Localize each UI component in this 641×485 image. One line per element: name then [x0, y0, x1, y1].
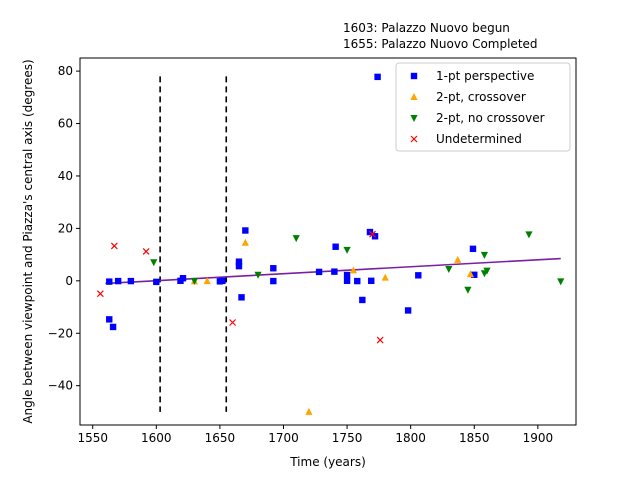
data-point [229, 319, 237, 326]
data-point [142, 248, 150, 255]
data-point [203, 277, 211, 285]
data-point [343, 277, 351, 285]
data-point [480, 251, 489, 259]
data-point-stroke-b [96, 290, 104, 298]
data-point [235, 258, 243, 265]
y-tick-label: −20 [48, 326, 73, 340]
x-axis-label: Time (years) [289, 455, 366, 469]
data-point [242, 227, 249, 234]
y-tick-label: 0 [65, 274, 73, 288]
data-point [404, 307, 412, 314]
data-point [110, 242, 118, 250]
data-point [190, 277, 199, 285]
data-point [127, 277, 135, 285]
x-tick-label: 1550 [77, 431, 108, 445]
data-point [305, 407, 313, 415]
y-tick-label: 80 [58, 64, 73, 78]
x-tick-label: 1750 [332, 431, 363, 445]
data-point [254, 271, 262, 279]
data-point [359, 296, 366, 304]
data-point [179, 275, 187, 282]
data-point [96, 290, 104, 298]
data-point [343, 271, 351, 279]
legend-marker [410, 115, 418, 122]
legend-marker [410, 135, 418, 143]
data-point [235, 262, 243, 270]
x-tick-label: 1800 [395, 431, 426, 445]
data-point [292, 235, 300, 243]
y-tick-label: 60 [58, 117, 73, 131]
x-tick-label: 1650 [205, 431, 236, 445]
legend-marker-stroke-b [410, 135, 418, 143]
data-point-stroke-b [229, 319, 237, 326]
data-point [471, 271, 478, 278]
y-axis-label: Angle between viewpoint and Piazza's cen… [21, 59, 35, 423]
data-point [381, 273, 389, 281]
data-point [114, 277, 122, 285]
data-point [368, 277, 375, 285]
data-point [374, 73, 381, 81]
annotation-1: 1655: Palazzo Nuovo Completed [343, 37, 538, 51]
data-point [483, 267, 491, 275]
data-point-stroke-b [142, 248, 150, 255]
x-tick-label: 1700 [268, 431, 299, 445]
data-point [219, 277, 226, 285]
legend-marker [410, 93, 418, 100]
series-3 [96, 230, 384, 344]
y-tick-label: 40 [58, 169, 73, 183]
data-point [415, 272, 422, 279]
legend-box [395, 62, 571, 152]
data-point [557, 278, 565, 286]
x-tick-label: 1900 [523, 431, 554, 445]
series-2 [150, 231, 565, 294]
data-point [525, 231, 533, 239]
data-point-stroke-b [369, 230, 376, 238]
data-point [150, 259, 158, 267]
plot-frame [79, 57, 577, 426]
y-tick-label: 20 [58, 221, 73, 235]
data-point [343, 246, 351, 254]
x-tick-label: 1600 [141, 431, 172, 445]
data-point [270, 265, 277, 272]
data-point [315, 268, 323, 276]
data-point [106, 316, 113, 323]
data-point [469, 245, 477, 253]
data-point [332, 243, 339, 250]
data-point [153, 278, 160, 286]
data-point [354, 277, 361, 285]
data-point [464, 286, 472, 294]
legend-marker [410, 72, 418, 80]
data-point [331, 268, 338, 275]
x-tick-label: 1850 [459, 431, 490, 445]
annotation-0: 1603: Palazzo Nuovo begun [343, 21, 510, 35]
data-point [454, 255, 462, 263]
y-tick-label: −40 [48, 379, 73, 393]
data-point [369, 230, 376, 238]
legend-label: 1-pt perspective [436, 69, 534, 83]
data-point [241, 238, 249, 246]
data-point [445, 266, 453, 274]
series-1 [190, 238, 475, 415]
legend-label: Undetermined [436, 132, 522, 146]
data-point [349, 266, 358, 274]
data-point [270, 277, 277, 285]
data-point [466, 270, 475, 278]
data-point [376, 336, 384, 344]
data-point [238, 294, 245, 301]
data-point-stroke-b [110, 242, 118, 250]
data-point-stroke-b [376, 336, 384, 344]
legend-label: 2-pt, no crossover [436, 111, 545, 125]
data-point [109, 323, 117, 331]
legend-label: 2-pt, crossover [436, 90, 526, 104]
data-point [106, 278, 113, 285]
